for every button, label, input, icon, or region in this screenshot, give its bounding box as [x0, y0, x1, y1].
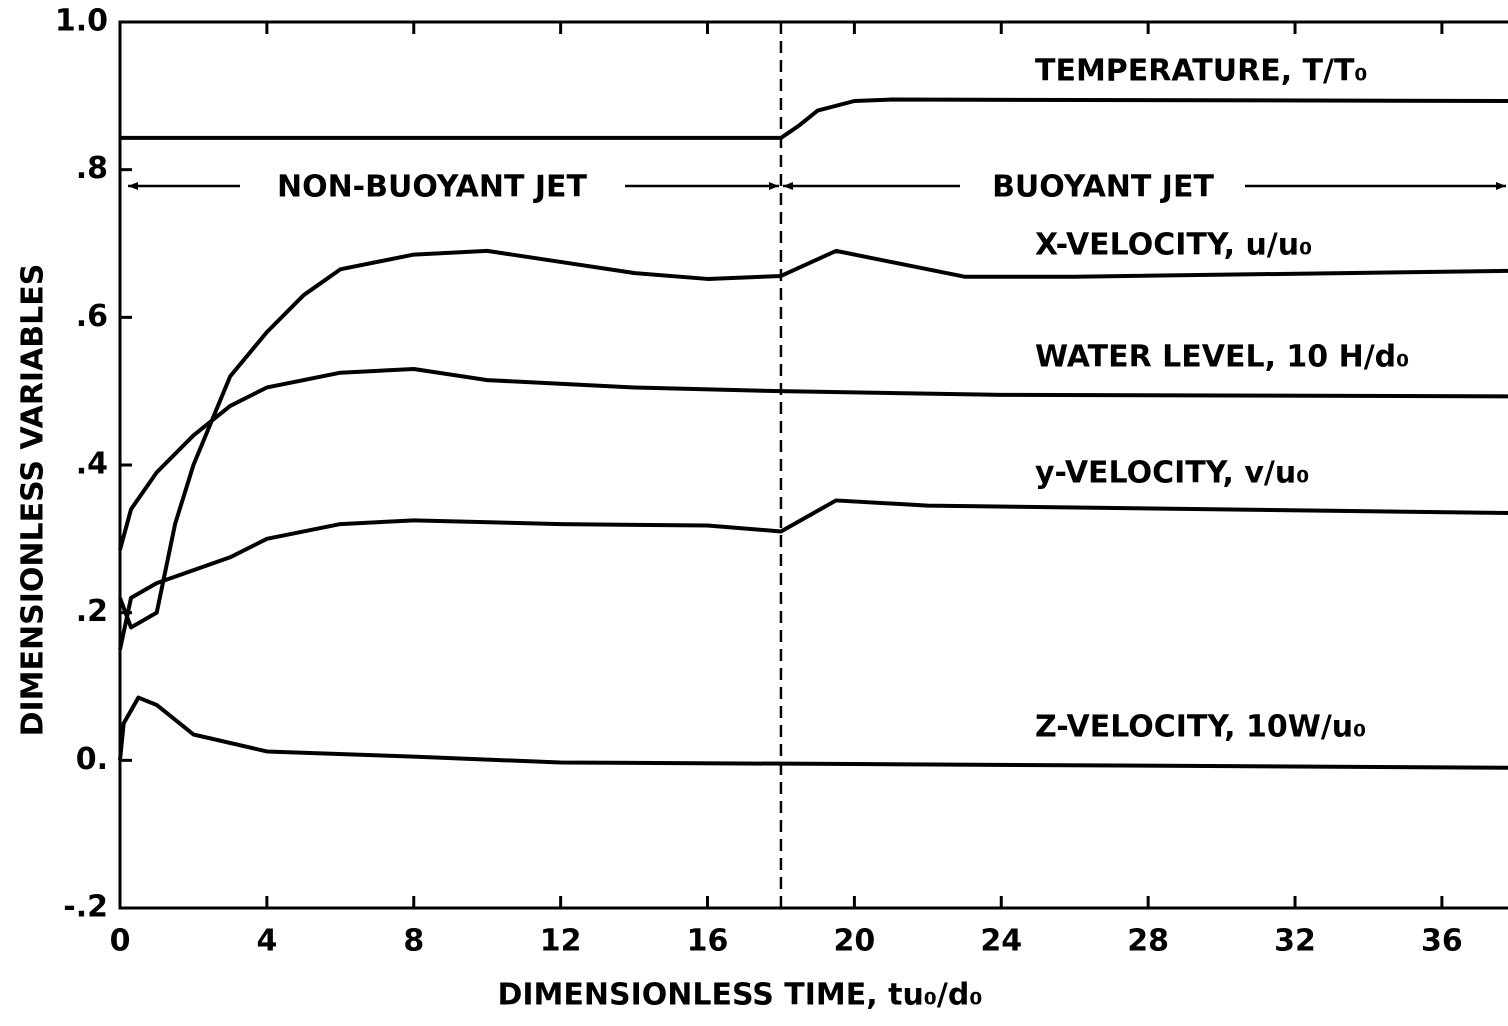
series-label: TEMPERATURE, T/T₀ [1035, 54, 1368, 89]
x-tick-label: 32 [1274, 924, 1316, 959]
y-tick-label: -.2 [63, 890, 108, 925]
annotation: BUOYANT JET [992, 170, 1214, 205]
series-label: y-VELOCITY, v/u₀ [1035, 456, 1309, 491]
series-line [118, 367, 1508, 551]
x-axis-label: DIMENSIONLESS TIME, tu₀/d₀ [497, 978, 982, 1013]
series-label: Z-VELOCITY, 10W/u₀ [1035, 710, 1366, 745]
y-tick-label: .4 [76, 447, 108, 482]
y-axis-label: DIMENSIONLESS VARIABLES [16, 264, 51, 737]
y-tick-label: .2 [76, 594, 108, 629]
y-tick-label: 0. [76, 742, 108, 777]
y-tick-label: .8 [76, 151, 108, 186]
x-tick-label: 0 [110, 924, 131, 959]
y-tick-label: 1.0 [55, 4, 108, 39]
series-line [118, 498, 1508, 650]
x-tick-label: 36 [1421, 924, 1463, 959]
series-line [120, 97, 1508, 140]
x-tick-label: 16 [687, 924, 729, 959]
x-tick-label: 8 [403, 924, 424, 959]
x-tick-label: 24 [980, 924, 1022, 959]
annotation: NON-BUOYANT JET [277, 170, 588, 205]
series-line [118, 695, 1508, 770]
x-tick-label: 4 [256, 924, 277, 959]
y-tick-label: .6 [76, 299, 108, 334]
x-tick-label: 20 [834, 924, 876, 959]
series-line [118, 248, 1508, 630]
x-tick-label: 28 [1127, 924, 1169, 959]
series-label: X-VELOCITY, u/u₀ [1035, 228, 1312, 263]
series-label: WATER LEVEL, 10 H/d₀ [1035, 340, 1409, 375]
x-tick-label: 12 [540, 924, 582, 959]
